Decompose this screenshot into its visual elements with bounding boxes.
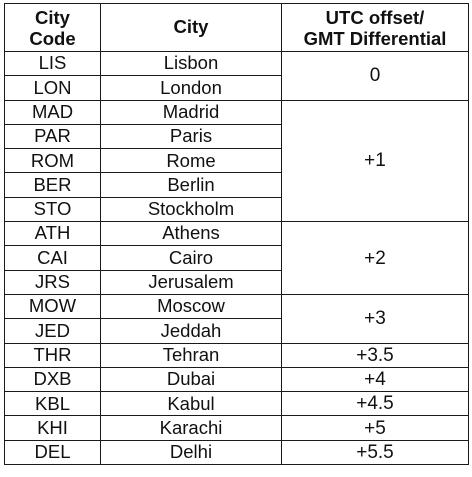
- city-code-cell: MOW: [4, 293, 101, 320]
- header-row: City Code City UTC offset/ GMT Different…: [4, 3, 469, 52]
- utc-offset-cell: +5.5: [281, 439, 469, 466]
- table-row: CAI Cairo: [4, 245, 469, 271]
- utc-offset-table: City Code City UTC offset/ GMT Different…: [4, 3, 469, 466]
- city-code-cell: DXB: [4, 366, 101, 393]
- header-city-code-line-1: City: [35, 6, 70, 28]
- city-name-cell: Athens: [100, 221, 282, 247]
- header-utc-offset-line-1: UTC offset/: [325, 6, 425, 28]
- city-name-cell: Cairo: [100, 245, 282, 271]
- city-code-cell: LIS: [4, 50, 101, 77]
- city-name-cell: Tehran: [100, 342, 282, 368]
- city-name-cell: Jeddah: [100, 318, 282, 344]
- city-name-cell: Jerusalem: [100, 269, 282, 295]
- city-code-cell: BER: [4, 172, 101, 198]
- city-code-cell: MAD: [4, 99, 101, 125]
- utc-offset-cell: +5: [281, 415, 469, 441]
- city-name-cell: Delhi: [100, 439, 282, 466]
- city-code-cell: ROM: [4, 148, 101, 174]
- table-row: DXB Dubai +4: [4, 366, 469, 393]
- city-name-cell: London: [100, 75, 282, 101]
- city-code-cell: KBL: [4, 391, 101, 417]
- city-name-cell: Dubai: [100, 366, 282, 393]
- city-code-cell: STO: [4, 196, 101, 223]
- table-row: JRS Jerusalem: [4, 269, 469, 295]
- table-row: STO Stockholm: [4, 196, 469, 223]
- city-code-cell: THR: [4, 342, 101, 368]
- city-code-cell: ATH: [4, 221, 101, 247]
- city-code-cell: JRS: [4, 269, 101, 295]
- city-name-cell: Lisbon: [100, 50, 282, 77]
- city-code-cell: PAR: [4, 123, 101, 150]
- city-code-cell: DEL: [4, 439, 101, 466]
- table-row: MOW Moscow +3: [4, 293, 469, 344]
- table-row: KBL Kabul +4.5: [4, 391, 469, 417]
- table-row: PAR Paris: [4, 123, 469, 150]
- table-row: BER Berlin: [4, 172, 469, 198]
- city-code-cell: LON: [4, 75, 101, 101]
- city-name-cell: Karachi: [100, 415, 282, 441]
- header-utc-offset: UTC offset/ GMT Differential: [281, 3, 469, 52]
- city-name-cell: Berlin: [100, 172, 282, 198]
- city-name-cell: Paris: [100, 123, 282, 150]
- header-city: City: [100, 3, 282, 52]
- city-code-cell: KHI: [4, 415, 101, 441]
- city-name-cell: Kabul: [100, 391, 282, 417]
- city-name-cell: Stockholm: [100, 196, 282, 223]
- table-row: MAD Madrid +1: [4, 99, 469, 223]
- utc-offset-cell: +3.5: [281, 342, 469, 368]
- table-row: LON London: [4, 75, 469, 101]
- utc-offset-cell: +3: [281, 293, 469, 344]
- table-row: JED Jeddah: [4, 318, 469, 344]
- table-row: KHI Karachi +5: [4, 415, 469, 441]
- city-code-cell: CAI: [4, 245, 101, 271]
- utc-offset-cell: +2: [281, 221, 469, 295]
- table-row: ATH Athens +2: [4, 221, 469, 295]
- table-row: ROM Rome: [4, 148, 469, 174]
- utc-offset-cell: +4.5: [281, 391, 469, 417]
- city-code-cell: JED: [4, 318, 101, 344]
- table-row: LIS Lisbon 0: [4, 50, 469, 101]
- header-utc-offset-line-2: GMT Differential: [303, 27, 447, 49]
- city-name-cell: Madrid: [100, 99, 282, 125]
- header-city-code-line-2: Code: [29, 27, 76, 49]
- table-row: THR Tehran +3.5: [4, 342, 469, 368]
- header-city-code: City Code: [4, 3, 101, 52]
- table-body: LIS Lisbon 0 LON London MAD Madrid +1 PAR Paris RO…: [4, 50, 469, 466]
- utc-offset-cell: 0: [281, 51, 469, 101]
- utc-offset-cell: +4: [281, 366, 469, 393]
- table-row: DEL Delhi +5.5: [4, 439, 469, 466]
- city-name-cell: Rome: [100, 148, 282, 174]
- utc-offset-cell: +1: [281, 99, 469, 223]
- city-name-cell: Moscow: [100, 293, 282, 320]
